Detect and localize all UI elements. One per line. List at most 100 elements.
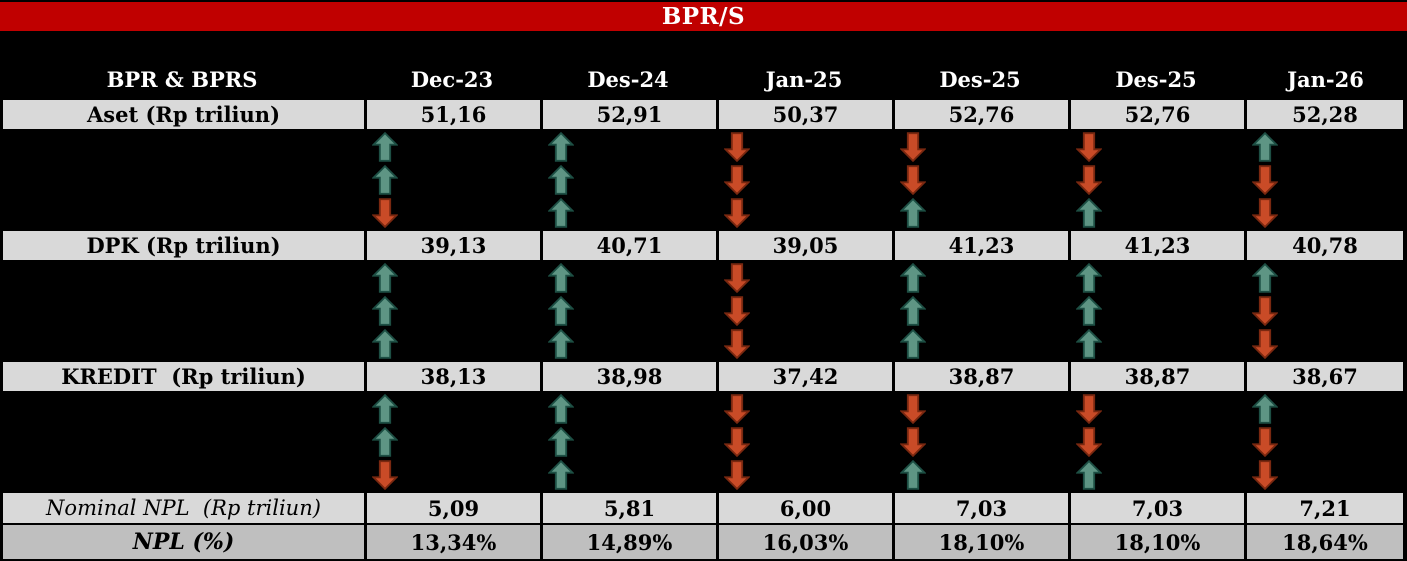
row-dpk-value-1: 40,71: [540, 229, 716, 262]
down-arrow-icon: [1252, 197, 1278, 228]
arrow-cell-dpk-0-3: [892, 262, 1068, 295]
row-nominal-npl-value-1: 5,81: [540, 491, 716, 525]
row-kredit-value-5: 38,67: [1244, 360, 1407, 393]
arrow-cell-kredit-1-5: [1244, 426, 1407, 459]
row-nominal-npl-label: Nominal NPL (Rp triliun): [0, 491, 364, 525]
up-arrow-icon: [1076, 459, 1102, 490]
arrow-cell-aset-2-4: [1068, 196, 1244, 229]
up-arrow-icon: [1076, 197, 1102, 228]
row-npl-pct-value-3: 18,10%: [892, 525, 1068, 561]
up-arrow-icon: [372, 263, 398, 294]
row-nominal-npl-value-4: 7,03: [1068, 491, 1244, 525]
down-arrow-icon: [1076, 132, 1102, 163]
row-npl-pct-value-5: 18,64%: [1244, 525, 1407, 561]
arrow-cell-aset-1-5: [1244, 164, 1407, 197]
row-kredit-value-4: 38,87: [1068, 360, 1244, 393]
row-kredit-value-0: 38,13: [364, 360, 540, 393]
aset-arrow-row-1: [0, 164, 1407, 197]
arrow-cell-dpk-2-5: [1244, 327, 1407, 360]
arrow-cell-aset-1-2: [716, 164, 892, 197]
row-nominal-npl-value-5: 7,21: [1244, 491, 1407, 525]
up-arrow-icon: [1252, 263, 1278, 294]
row-kredit: KREDIT (Rp triliun) 38,13 38,98 37,42 38,87 3…: [0, 360, 1407, 393]
arrow-cell-aset-0-1: [540, 131, 716, 164]
kredit-trend-arrows: [0, 393, 1407, 491]
up-arrow-icon: [1252, 132, 1278, 163]
page-title: BPR/S: [661, 3, 746, 30]
arrow-cell-aset-2-5: [1244, 196, 1407, 229]
kredit-arrow-row-2: [0, 458, 1407, 491]
up-arrow-icon: [900, 263, 926, 294]
down-arrow-icon: [724, 394, 750, 425]
down-arrow-icon: [1252, 296, 1278, 326]
arrow-cell-kredit-1-0: [364, 426, 540, 459]
kredit-arrow-row-1: [0, 426, 1407, 459]
header-col-5: Jan-26: [1287, 66, 1364, 92]
row-aset-label: Aset (Rp triliun): [0, 98, 364, 131]
dpk-arrow-row-2: [0, 327, 1407, 360]
arrow-cell-aset-2-0: [364, 196, 540, 229]
arrow-cell-kredit-0-5: [1244, 393, 1407, 426]
arrow-cell-aset-2-3: [892, 196, 1068, 229]
aset-arrow-row-0: [0, 131, 1407, 164]
row-npl-pct-label: NPL (%): [0, 525, 364, 561]
arrow-row-label-spacer: [0, 458, 364, 491]
arrow-cell-dpk-0-5: [1244, 262, 1407, 295]
arrow-cell-dpk-1-2: [716, 295, 892, 328]
up-arrow-icon: [900, 296, 926, 326]
row-aset-value-5: 52,28: [1244, 98, 1407, 131]
up-arrow-icon: [548, 394, 574, 425]
arrow-cell-aset-1-4: [1068, 164, 1244, 197]
up-arrow-icon: [372, 165, 398, 195]
up-arrow-icon: [372, 328, 398, 359]
row-aset-value-1: 52,91: [540, 98, 716, 131]
row-aset-value-4: 52,76: [1068, 98, 1244, 131]
dpk-arrow-row-1: [0, 295, 1407, 328]
arrow-cell-dpk-2-3: [892, 327, 1068, 360]
arrow-cell-kredit-2-1: [540, 458, 716, 491]
down-arrow-icon: [900, 165, 926, 195]
arrow-cell-kredit-0-0: [364, 393, 540, 426]
up-arrow-icon: [548, 165, 574, 195]
arrow-cell-kredit-0-4: [1068, 393, 1244, 426]
arrow-cell-kredit-2-4: [1068, 458, 1244, 491]
row-dpk-value-4: 41,23: [1068, 229, 1244, 262]
arrow-cell-aset-2-2: [716, 196, 892, 229]
row-kredit-value-3: 38,87: [892, 360, 1068, 393]
up-arrow-icon: [548, 427, 574, 457]
row-npl-pct-value-0: 13,34%: [364, 525, 540, 561]
arrow-cell-kredit-2-5: [1244, 458, 1407, 491]
up-arrow-icon: [548, 459, 574, 490]
down-arrow-icon: [1252, 328, 1278, 359]
row-dpk-value-3: 41,23: [892, 229, 1068, 262]
up-arrow-icon: [372, 132, 398, 163]
spacer: [0, 33, 1407, 60]
aset-trend-arrows: [0, 131, 1407, 229]
down-arrow-icon: [724, 165, 750, 195]
dpk-arrow-row-0: [0, 262, 1407, 295]
row-kredit-value-1: 38,98: [540, 360, 716, 393]
row-npl-pct-value-4: 18,10%: [1068, 525, 1244, 561]
row-nominal-npl-value-3: 7,03: [892, 491, 1068, 525]
up-arrow-icon: [1076, 328, 1102, 359]
down-arrow-icon: [724, 197, 750, 228]
up-arrow-icon: [548, 328, 574, 359]
row-dpk: DPK (Rp triliun) 39,13 40,71 39,05 41,23 41,2…: [0, 229, 1407, 262]
up-arrow-icon: [1076, 263, 1102, 294]
arrow-cell-aset-0-5: [1244, 131, 1407, 164]
row-aset-value-3: 52,76: [892, 98, 1068, 131]
arrow-cell-kredit-1-1: [540, 426, 716, 459]
arrow-row-label-spacer: [0, 262, 364, 295]
title-band: BPR/S: [0, 0, 1407, 33]
up-arrow-icon: [900, 459, 926, 490]
row-aset: Aset (Rp triliun) 51,16 52,91 50,37 52,76 52,…: [0, 98, 1407, 131]
down-arrow-icon: [372, 197, 398, 228]
arrow-cell-kredit-1-4: [1068, 426, 1244, 459]
arrow-cell-kredit-2-0: [364, 458, 540, 491]
down-arrow-icon: [900, 427, 926, 457]
down-arrow-icon: [900, 132, 926, 163]
arrow-row-label-spacer: [0, 426, 364, 459]
row-npl-pct-value-2: 16,03%: [716, 525, 892, 561]
row-aset-value-0: 51,16: [364, 98, 540, 131]
